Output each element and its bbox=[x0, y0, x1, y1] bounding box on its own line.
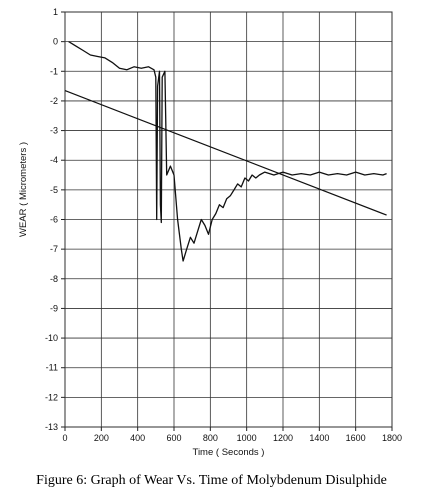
grid bbox=[61, 11, 393, 431]
series bbox=[64, 41, 387, 262]
y-tick-label: -1 bbox=[50, 66, 58, 76]
y-tick-label: -9 bbox=[50, 303, 58, 313]
x-tick-label: 1600 bbox=[346, 433, 366, 443]
x-tick-label: 200 bbox=[94, 433, 109, 443]
wear-vs-time-chart: 1 0 -1 -2 -3 -4 -5 -6 -7 -8 -9 -10 -11 -12 -13 0 200 400 6… bbox=[18, 7, 402, 458]
y-tick-label: -8 bbox=[50, 274, 58, 284]
y-tick-label: -6 bbox=[50, 215, 58, 225]
x-axis-title: Time ( Seconds ) bbox=[193, 447, 265, 458]
wear-data-line bbox=[68, 41, 387, 262]
x-tick-label: 400 bbox=[130, 433, 145, 443]
x-tick-label: 1800 bbox=[382, 433, 402, 443]
y-tick-label: -13 bbox=[45, 422, 58, 432]
y-tick-label: -4 bbox=[50, 155, 58, 165]
x-tick-label: 600 bbox=[166, 433, 181, 443]
y-axis-title: WEAR ( Micrometers ) bbox=[18, 142, 29, 237]
x-tick-label: 1400 bbox=[309, 433, 329, 443]
y-tick-label: 1 bbox=[53, 7, 58, 17]
trend-line bbox=[64, 90, 387, 216]
y-tick-label: -12 bbox=[45, 392, 58, 402]
y-tick-label: 0 bbox=[53, 37, 58, 47]
figure-caption: Figure 6: Graph of Wear Vs. Time of Moly… bbox=[36, 473, 387, 488]
y-tick-label: -5 bbox=[50, 185, 58, 195]
y-tick-label: -7 bbox=[50, 244, 58, 254]
x-tick-label: 800 bbox=[203, 433, 218, 443]
y-tick-label: -10 bbox=[45, 333, 58, 343]
y-tick-label: -2 bbox=[50, 96, 58, 106]
y-tick-label: -11 bbox=[46, 363, 58, 373]
x-tick-label: 0 bbox=[62, 433, 67, 443]
x-tick-label: 1200 bbox=[273, 433, 293, 443]
tick-labels: 1 0 -1 -2 -3 -4 -5 -6 -7 -8 -9 -10 -11 -12 -13 0 200 400 6… bbox=[45, 7, 402, 443]
x-tick-label: 1000 bbox=[237, 433, 257, 443]
y-tick-label: -3 bbox=[50, 126, 58, 136]
